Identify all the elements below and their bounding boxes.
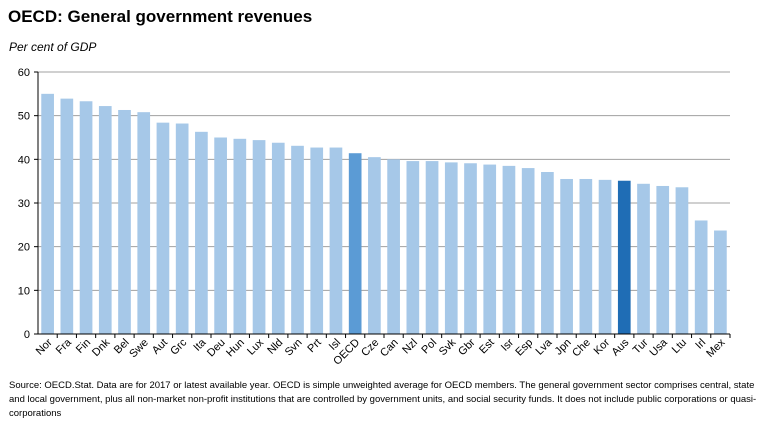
x-tick-label-gbr: Gbr [456,336,478,358]
source-note: Source: OECD.Stat. Data are for 2017 or … [9,380,757,419]
bar-isl [329,147,343,334]
bar-kor [598,179,612,334]
bar-svk [444,162,458,334]
x-tick-label-aut: Aut [150,337,170,357]
x-tick-label-pol: Pol [419,337,439,357]
x-tick-label-kor: Kor [592,336,613,357]
bar-esp [521,168,535,334]
bar-ita [195,131,208,334]
x-tick-label-dnk: Dnk [90,336,113,359]
bar-can [387,159,400,334]
axes [34,71,731,338]
bar-usa [656,185,670,334]
y-tick-label: 60 [18,67,30,79]
bar-cze [368,157,381,334]
bar-bel [118,109,131,335]
x-tick-label-grc: Grc [168,336,189,357]
bar-swe [137,112,151,334]
bar-aut [156,122,170,335]
x-tick-label-ltu: Ltu [670,337,689,356]
y-tick-labels: 0 10 20 30 40 50 60 [18,67,30,341]
x-tick-label-lux: Lux [245,336,266,357]
chart-title: OECD: General government revenues [8,7,313,26]
bar-isr [502,165,516,334]
x-tick-label-svk: Svk [437,336,459,358]
bar-svn [291,145,304,334]
y-tick-label: 40 [18,154,30,166]
gridlines [38,71,730,291]
bar-deu [214,137,227,334]
bar-gbr [464,163,477,334]
x-tick-label-fin: Fin [74,337,93,356]
x-tick-label-svn: Svn [283,337,305,359]
y-tick-label: 10 [18,285,30,297]
x-tick-label-nor: Nor [34,336,55,357]
bar-mex [714,230,727,334]
bar-ltu [675,187,689,334]
bar-aus [617,180,631,334]
y-tick-label: 0 [24,329,30,341]
x-tick-label-fra: Fra [54,336,75,357]
x-tick-label-aus: Aus [610,336,632,358]
y-tick-label: 20 [18,242,30,254]
bar-tur [637,183,650,334]
x-tick-label-tur: Tur [631,336,651,356]
bar-dnk [98,106,112,334]
bar-che [579,178,593,334]
x-tick-label-hun: Hun [224,337,247,360]
bar-lva [541,172,554,334]
bar-oecd [348,153,362,334]
bar-est [483,164,497,334]
bar-prt [310,147,324,334]
x-tick-label-can: Can [378,337,401,360]
bar-nld [271,142,285,334]
x-tick-label-prt: Prt [305,337,323,355]
bar-nzl [406,161,420,334]
x-tick-label-che: Che [570,337,593,360]
y-axis-unit-label: Per cent of GDP [9,40,97,54]
bar-grc [175,123,189,334]
x-tick-label-mex: Mex [704,336,728,360]
y-tick-label: 30 [18,198,30,210]
x-tick-label-est: Est [477,337,497,357]
x-tick-label-jpn: Jpn [553,337,574,358]
bar-pol [425,161,439,334]
x-tick-label-nzl: Nzl [400,337,420,357]
bar-lux [252,140,266,334]
x-tick-label-esp: Esp [513,337,535,359]
x-tick-label-lva: Lva [533,336,555,358]
bar-fra [60,98,74,334]
bar-fin [79,101,93,334]
x-tick-label-deu: Deu [205,337,228,360]
bar-hun [233,138,247,334]
x-tick-label-cze: Cze [359,337,381,359]
y-tick-label: 50 [18,111,30,123]
bar-nor [41,93,54,334]
x-tick-label-usa: Usa [648,336,671,359]
bar-jpn [560,178,573,334]
bar-irl [694,220,708,334]
x-tick-label-nld: Nld [265,337,285,357]
x-tick-label-swe: Swe [127,337,151,361]
bars [41,93,727,335]
